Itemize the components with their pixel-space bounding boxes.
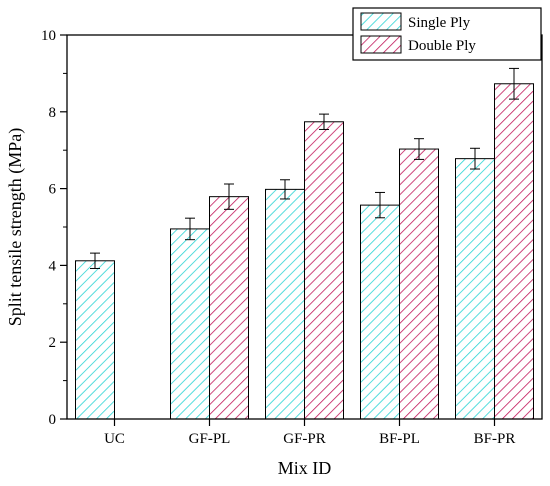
y-tick-label-4: 4 (49, 258, 57, 274)
bar-single-ply-uc (75, 260, 115, 420)
y-tick-label-10: 10 (41, 28, 56, 44)
y-tick-label-2: 2 (49, 335, 57, 351)
x-tick-label-bf-pl: BF-PL (379, 431, 420, 447)
error-bar-double-ply-bf-pr (509, 67, 519, 100)
x-tick-label-gf-pl: GF-PL (189, 431, 231, 447)
legend-swatch-single-ply (360, 12, 402, 31)
y-tick-label-0: 0 (49, 412, 57, 428)
error-bar-double-ply-gf-pr (319, 113, 329, 130)
error-bar-single-ply-gf-pr (280, 179, 290, 200)
y-axis-label: Split tensile strength (MPa) (5, 128, 26, 326)
error-bar-single-ply-gf-pl (185, 217, 195, 241)
error-bar-double-ply-bf-pl (414, 138, 424, 160)
error-bar-single-ply-bf-pr (470, 147, 480, 170)
legend: Single Ply Double Ply (352, 7, 542, 61)
legend-label-double-ply: Double Ply (408, 38, 476, 54)
legend-label-single-ply: Single Ply (408, 15, 471, 31)
bar-single-ply-bf-pl (360, 204, 400, 420)
x-tick-label-gf-pr: GF-PR (283, 431, 326, 447)
x-axis-label: Mix ID (278, 458, 332, 478)
bar-double-ply-gf-pl (209, 196, 249, 420)
error-bars-layer (90, 67, 519, 269)
error-bar-double-ply-gf-pl (224, 183, 234, 210)
bar-single-ply-gf-pr (265, 188, 305, 420)
bar-double-ply-bf-pr (494, 83, 534, 420)
legend-swatch-double-ply (360, 35, 402, 54)
x-tick-label-bf-pr: BF-PR (474, 431, 516, 447)
y-tick-label-8: 8 (49, 105, 57, 121)
bar-single-ply-bf-pr (455, 158, 495, 420)
bar-double-ply-bf-pl (399, 148, 439, 420)
bars-layer (75, 83, 534, 420)
error-bar-single-ply-uc (90, 252, 100, 269)
bar-single-ply-gf-pl (170, 228, 210, 420)
ticks-layer: UC GF-PL GF-PR BF-PL BF-PR 0 2 4 6 8 10 (41, 28, 515, 447)
bar-double-ply-gf-pr (304, 121, 344, 420)
y-tick-label-6: 6 (49, 182, 57, 198)
error-bar-single-ply-bf-pl (375, 191, 385, 219)
x-tick-label-uc: UC (104, 431, 125, 447)
